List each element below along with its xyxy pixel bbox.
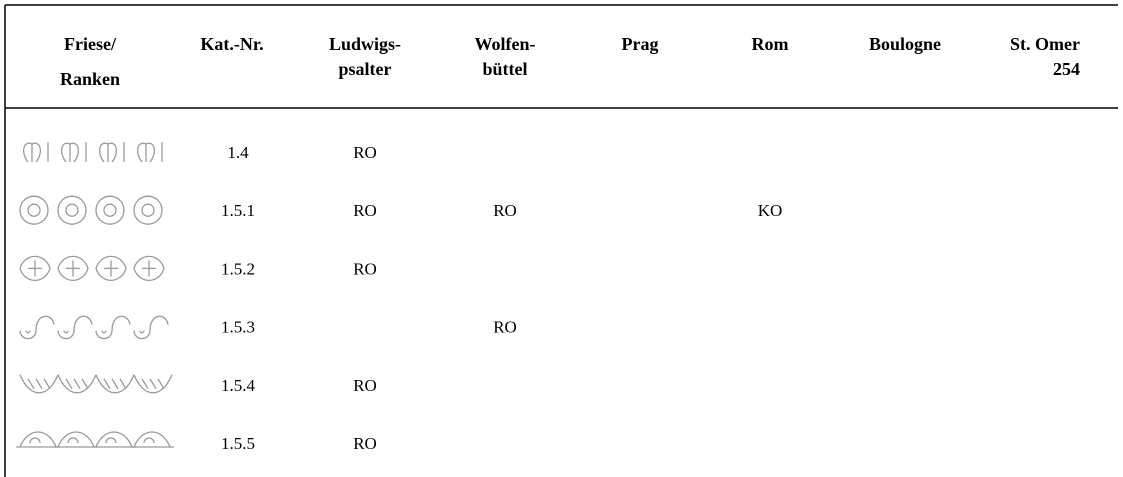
cell-value: RO xyxy=(353,259,377,278)
cell-value: RO xyxy=(493,318,517,337)
column-header: Ludwigs- xyxy=(329,34,401,54)
cell-value: RO xyxy=(353,201,377,220)
ornament-stroke xyxy=(136,142,163,163)
column-header: Kat.-Nr. xyxy=(200,34,263,54)
column-header: Wolfen- xyxy=(475,34,536,54)
ornament-stroke xyxy=(57,374,97,394)
catalog-number: 1.4 xyxy=(227,143,249,162)
ornament-stroke xyxy=(95,195,125,225)
cell-value: RO xyxy=(353,434,377,453)
ornament xyxy=(16,431,174,448)
ornament-stroke xyxy=(95,374,135,394)
ornament-stroke xyxy=(133,374,173,394)
ornament-stroke xyxy=(95,315,131,340)
ornament-stroke xyxy=(19,374,59,394)
ornament-stroke xyxy=(19,195,49,225)
catalog-number: 1.5.2 xyxy=(221,259,255,278)
column-header: büttel xyxy=(483,59,528,79)
ornament-stroke xyxy=(19,255,51,282)
ornament-stroke xyxy=(133,315,169,340)
column-header: Ranken xyxy=(60,69,120,89)
ornament-stroke xyxy=(133,195,163,225)
ornament xyxy=(19,315,169,340)
cell-value: RO xyxy=(353,376,377,395)
cell-value: KO xyxy=(758,201,783,220)
column-header: Rom xyxy=(752,34,789,54)
cell-value: RO xyxy=(353,143,377,162)
ornament-stroke xyxy=(22,142,49,163)
column-header: St. Omer xyxy=(1010,34,1080,54)
ornament-stroke xyxy=(60,142,87,163)
ornament-stroke xyxy=(92,431,136,448)
catalog-number: 1.5.4 xyxy=(221,376,256,395)
ornament-stroke xyxy=(54,431,98,448)
ornament-stroke xyxy=(98,142,125,163)
catalog-number: 1.5.1 xyxy=(221,201,255,220)
ornament xyxy=(19,195,163,225)
ornament xyxy=(22,142,163,163)
catalog-number: 1.5.3 xyxy=(221,318,255,337)
cell-value: RO xyxy=(493,201,517,220)
ornament xyxy=(19,255,165,282)
ornament xyxy=(19,374,173,394)
column-header: Friese/ xyxy=(64,34,117,54)
ornament-stroke xyxy=(19,315,55,340)
catalog-number: 1.5.5 xyxy=(221,434,255,453)
ornament-stroke xyxy=(57,315,93,340)
column-header: Prag xyxy=(622,34,659,54)
ornament-stroke xyxy=(16,431,60,448)
column-header: psalter xyxy=(339,59,392,79)
column-header: 254 xyxy=(1053,59,1080,79)
ornament-stroke xyxy=(57,255,89,282)
ornament-stroke xyxy=(95,255,127,282)
ornament-stroke xyxy=(130,431,174,448)
ornament-stroke xyxy=(133,255,165,282)
ornament-stroke xyxy=(57,195,87,225)
column-header: Boulogne xyxy=(869,34,941,54)
